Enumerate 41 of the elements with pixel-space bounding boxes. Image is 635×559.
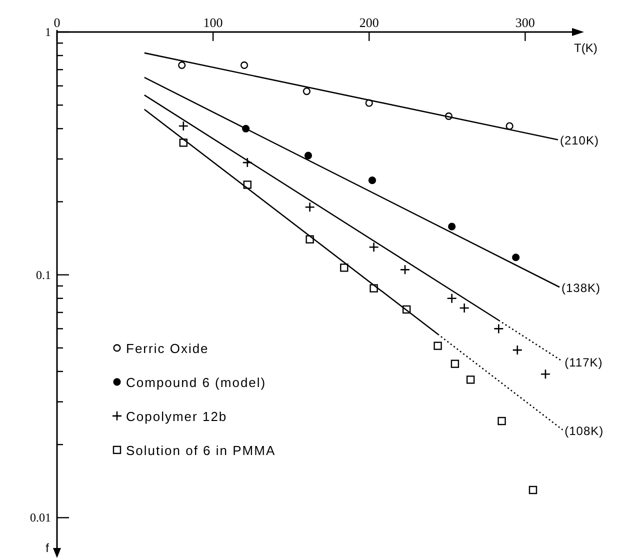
legend-label: Compound 6 (model) <box>126 374 266 390</box>
point <box>448 222 456 230</box>
x-tick-label: 300 <box>515 15 535 30</box>
y-tick-label: 1 <box>45 25 51 39</box>
point <box>540 368 551 380</box>
point <box>400 264 410 275</box>
point <box>242 157 253 168</box>
annotation: (108K) <box>564 424 604 438</box>
point <box>304 202 315 212</box>
point <box>178 61 186 69</box>
x-tick-label: 200 <box>359 15 379 30</box>
point <box>528 486 538 494</box>
point <box>178 120 189 132</box>
annotation: (117K) <box>564 355 603 370</box>
point <box>512 344 523 356</box>
point <box>446 293 457 304</box>
legend-label: Ferric Oxide <box>126 340 209 356</box>
point <box>459 302 470 314</box>
x-axis-title: T(K) <box>574 41 598 55</box>
point <box>368 242 379 252</box>
y-axis-title: f <box>46 541 50 555</box>
y-tick-label: 0.1 <box>36 268 51 282</box>
point <box>368 176 376 184</box>
x-tick-label: 100 <box>203 15 223 30</box>
point <box>450 360 460 368</box>
point <box>302 87 310 96</box>
point <box>494 324 504 334</box>
legend-label: Solution of 6 in PMMA <box>126 442 276 458</box>
annotation: (210K) <box>560 134 599 148</box>
point <box>498 416 506 426</box>
point <box>466 376 475 384</box>
point <box>512 254 520 262</box>
x-tick-label: 0 <box>54 15 60 30</box>
point <box>434 342 442 350</box>
point <box>240 61 248 69</box>
point <box>506 122 514 130</box>
y-tick-label: 0.01 <box>30 510 51 525</box>
legend-label: Copolymer 12b <box>126 408 228 424</box>
point <box>304 152 312 160</box>
annotation: (138K) <box>562 281 601 296</box>
point <box>340 264 348 272</box>
